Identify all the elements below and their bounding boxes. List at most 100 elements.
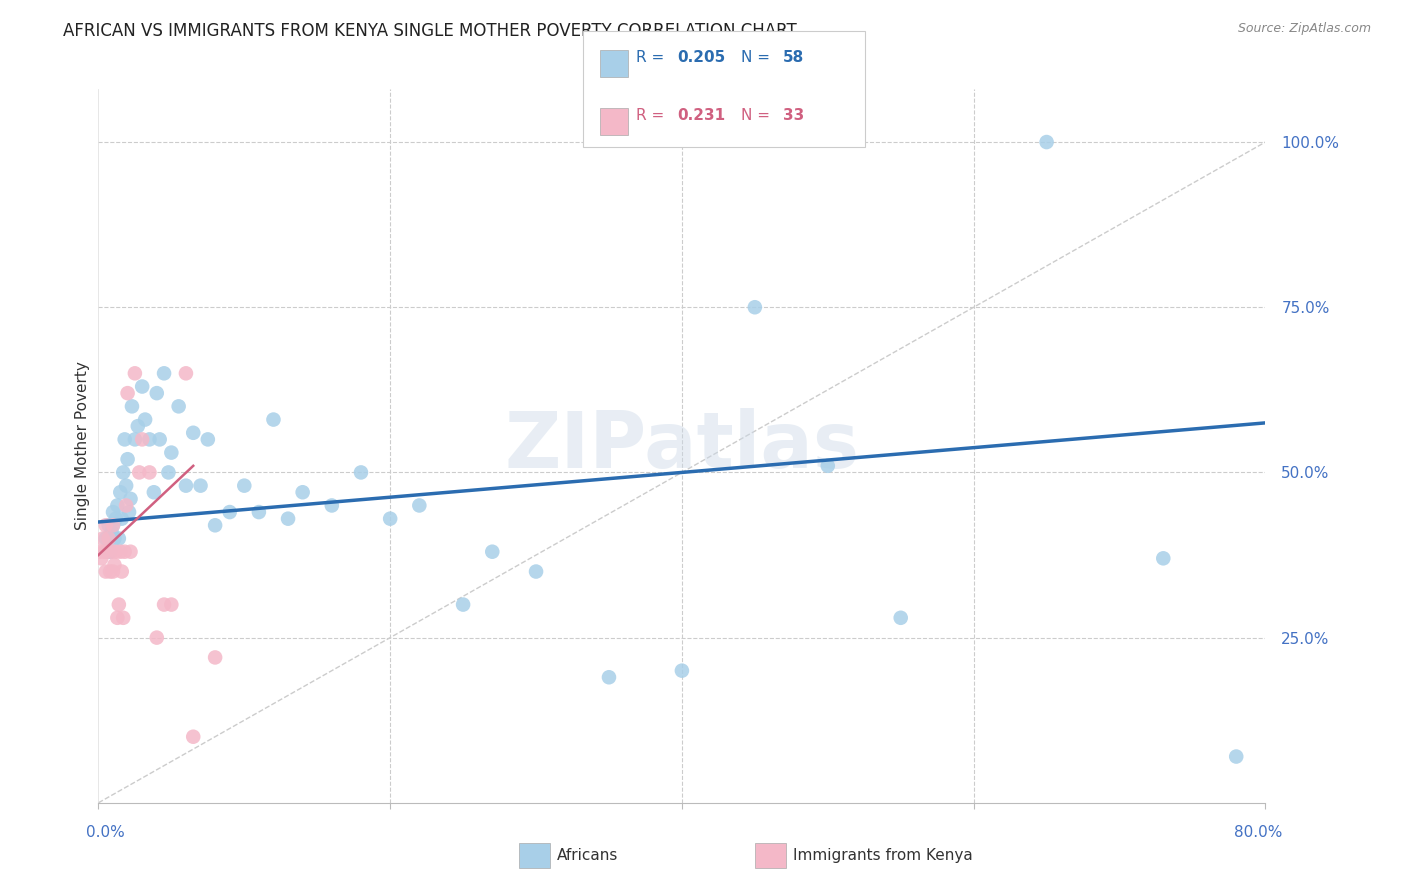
Point <box>671 664 693 678</box>
Point <box>291 485 314 500</box>
Point <box>91 532 114 546</box>
Point <box>105 499 128 513</box>
Point <box>408 499 430 513</box>
Point <box>127 419 149 434</box>
Point <box>233 478 256 492</box>
Point <box>114 433 136 447</box>
Point <box>120 491 142 506</box>
Point <box>350 466 373 480</box>
Point <box>104 545 127 559</box>
Point <box>118 505 141 519</box>
Point <box>153 598 176 612</box>
Point <box>167 400 190 414</box>
Point <box>817 458 839 473</box>
Point <box>101 518 124 533</box>
Point <box>103 558 125 572</box>
Point <box>115 478 138 492</box>
Point <box>105 611 128 625</box>
Point <box>94 518 117 533</box>
Point <box>101 518 124 533</box>
Point <box>153 367 176 381</box>
Text: R =: R = <box>636 51 669 65</box>
Point <box>111 511 134 525</box>
Point <box>97 532 120 546</box>
Point <box>101 565 124 579</box>
Point <box>247 505 270 519</box>
Point <box>117 452 139 467</box>
Point <box>1225 749 1247 764</box>
Point <box>121 400 143 414</box>
Point <box>1035 135 1057 149</box>
Point <box>103 532 125 546</box>
Point <box>451 598 474 612</box>
Point <box>1152 551 1174 566</box>
Point <box>277 511 299 525</box>
Point <box>93 545 115 559</box>
Point <box>96 545 118 559</box>
Point <box>101 505 124 519</box>
Point <box>598 670 620 684</box>
Point <box>218 505 240 519</box>
Point <box>110 485 132 500</box>
Point <box>97 518 120 533</box>
Point <box>160 445 183 459</box>
Point <box>181 730 204 744</box>
Text: 0.205: 0.205 <box>678 51 725 65</box>
Text: Immigrants from Kenya: Immigrants from Kenya <box>793 848 973 863</box>
Point <box>124 367 146 381</box>
Point <box>524 565 547 579</box>
Point <box>181 425 204 440</box>
Point <box>138 466 160 480</box>
Text: N =: N = <box>741 109 775 123</box>
Point <box>146 386 169 401</box>
Point <box>149 433 172 447</box>
Point <box>890 611 912 625</box>
Point <box>115 499 138 513</box>
Point <box>174 367 197 381</box>
Point <box>96 545 118 559</box>
Point <box>120 545 142 559</box>
Point <box>134 412 156 426</box>
Point <box>114 545 136 559</box>
Text: 0.231: 0.231 <box>678 109 725 123</box>
Text: 33: 33 <box>783 109 804 123</box>
Point <box>98 565 121 579</box>
Point <box>104 511 127 525</box>
Point <box>94 532 117 546</box>
Text: Source: ZipAtlas.com: Source: ZipAtlas.com <box>1237 22 1371 36</box>
Text: 58: 58 <box>783 51 804 65</box>
Point <box>262 412 284 426</box>
Point <box>378 511 402 525</box>
Text: R =: R = <box>636 109 669 123</box>
Point <box>204 518 226 533</box>
Point <box>100 545 122 559</box>
Point <box>89 545 111 559</box>
Point <box>128 466 150 480</box>
Point <box>131 433 153 447</box>
Point <box>94 565 117 579</box>
Point <box>174 478 197 492</box>
Point <box>157 466 180 480</box>
Point <box>142 485 165 500</box>
Point <box>321 499 343 513</box>
Text: AFRICAN VS IMMIGRANTS FROM KENYA SINGLE MOTHER POVERTY CORRELATION CHART: AFRICAN VS IMMIGRANTS FROM KENYA SINGLE … <box>63 22 797 40</box>
Text: ZIPatlas: ZIPatlas <box>505 408 859 484</box>
Point <box>108 598 131 612</box>
Point <box>190 478 212 492</box>
Point <box>98 545 121 559</box>
Text: N =: N = <box>741 51 775 65</box>
Point <box>138 433 160 447</box>
Point <box>197 433 219 447</box>
Text: 0.0%: 0.0% <box>86 825 125 840</box>
Point <box>744 300 766 314</box>
Point <box>124 433 146 447</box>
Point <box>160 598 183 612</box>
Point <box>131 379 153 393</box>
Text: 80.0%: 80.0% <box>1234 825 1282 840</box>
Text: Africans: Africans <box>557 848 619 863</box>
Point <box>112 466 135 480</box>
Point <box>112 611 135 625</box>
Y-axis label: Single Mother Poverty: Single Mother Poverty <box>75 361 90 531</box>
Point <box>204 650 226 665</box>
Point <box>481 545 503 559</box>
